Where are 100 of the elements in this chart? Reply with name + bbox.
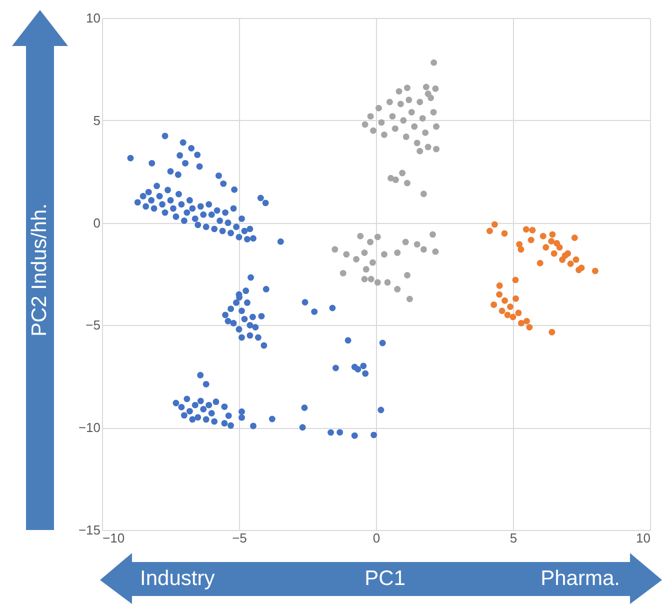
point (392, 176, 399, 184)
point (515, 310, 522, 316)
point (361, 276, 368, 282)
point (380, 132, 388, 138)
point (501, 230, 508, 237)
point (400, 117, 407, 124)
point (392, 125, 398, 132)
point (554, 240, 560, 247)
point (353, 256, 360, 262)
point (406, 96, 412, 104)
point (424, 144, 432, 150)
point (433, 123, 440, 130)
point (512, 276, 519, 284)
point (430, 59, 438, 66)
y-tick-label: 5 (93, 112, 100, 128)
point (516, 241, 523, 248)
point (362, 266, 370, 273)
y-axis-title: PC2 Indus/hh. (28, 203, 52, 337)
point (491, 221, 498, 228)
point (571, 234, 578, 241)
point (378, 119, 385, 126)
point (496, 282, 503, 289)
x-axis-title: PC1 (364, 567, 406, 591)
point (507, 304, 514, 310)
point (490, 301, 498, 308)
y-tick-label: −10 (78, 420, 100, 436)
point (542, 244, 550, 251)
point (394, 249, 401, 256)
point (433, 146, 440, 152)
point (548, 238, 555, 244)
point (408, 108, 415, 116)
point (399, 170, 406, 176)
point (406, 296, 413, 302)
point (518, 320, 524, 326)
point (424, 90, 432, 98)
point (550, 250, 558, 257)
point (549, 231, 556, 238)
x-tick-label: 10 (636, 530, 650, 546)
point (528, 236, 534, 244)
point (536, 260, 544, 266)
point (518, 246, 524, 253)
y-tick-label: −15 (78, 522, 100, 538)
point (429, 231, 436, 238)
x-tick-label: 0 (372, 530, 380, 546)
text: Industry (140, 567, 215, 591)
point (529, 226, 536, 234)
point (369, 259, 376, 266)
point (512, 295, 519, 302)
point (343, 251, 350, 258)
text: Pharma. (540, 567, 620, 591)
point (422, 84, 430, 90)
point (592, 268, 598, 274)
point (498, 308, 506, 314)
point (526, 324, 533, 330)
point (368, 276, 374, 282)
y-tick-label: −5 (86, 318, 100, 333)
x-tick-label: −10 (102, 530, 125, 546)
point (411, 123, 418, 130)
point (389, 113, 396, 120)
y-tick-label: 0 (93, 215, 100, 230)
y-tick-label: 10 (86, 10, 100, 26)
point (432, 248, 439, 255)
point (422, 129, 429, 136)
point (540, 232, 546, 240)
point (374, 234, 381, 240)
point (376, 104, 382, 112)
point (386, 98, 393, 106)
point (404, 84, 410, 92)
point (370, 127, 376, 134)
point (380, 251, 388, 258)
x-tick-label: −5 (232, 530, 247, 546)
point (572, 256, 580, 263)
point (361, 249, 368, 256)
point (420, 246, 427, 253)
point (357, 232, 364, 240)
point (404, 272, 410, 278)
point (396, 88, 402, 95)
point (397, 100, 404, 108)
point (362, 121, 368, 128)
point (510, 314, 516, 320)
point (414, 140, 420, 146)
point (502, 297, 508, 304)
point (486, 228, 493, 234)
point (416, 148, 424, 154)
point (548, 328, 556, 336)
point (567, 260, 574, 267)
x-tick-label: 5 (510, 530, 518, 546)
point (402, 238, 409, 246)
point (522, 226, 530, 233)
point (404, 180, 410, 186)
point (576, 266, 582, 274)
point (430, 108, 437, 116)
point (562, 252, 568, 259)
point (367, 238, 374, 246)
point (496, 291, 503, 298)
point (523, 318, 530, 324)
point (367, 113, 374, 120)
point (384, 279, 391, 286)
point (332, 246, 338, 253)
point (419, 115, 426, 122)
